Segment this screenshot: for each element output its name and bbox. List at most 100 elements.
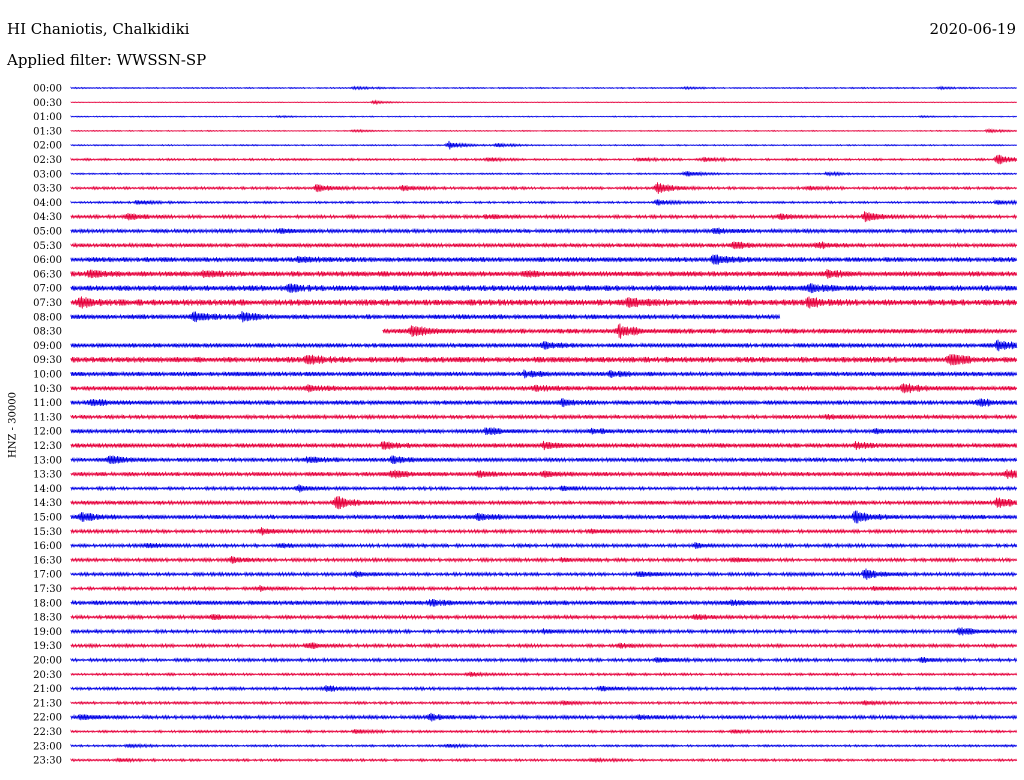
station-title: HI Chaniotis, Chalkidiki [7, 20, 190, 38]
tick-label: 02:00 [33, 141, 62, 152]
tick-label: 02:30 [33, 155, 62, 166]
tick-label: 22:00 [33, 713, 62, 724]
trace-line [70, 469, 1018, 479]
tick-label-group: 00:00 00:30 01:00 01:30 02:00 02:30 03:00 03:30… [33, 84, 62, 767]
trace-line [70, 140, 1018, 150]
trace-line [70, 170, 1018, 177]
trace-line [70, 627, 1018, 636]
trace-line [70, 455, 1018, 465]
filter-label: Applied filter: WWSSN-SP [7, 51, 207, 69]
tick-label: 13:00 [33, 455, 62, 466]
tick-label: 05:00 [33, 227, 62, 238]
tick-label: 20:00 [33, 656, 62, 667]
trace-line [70, 383, 1018, 394]
tick-label: 04:30 [33, 212, 62, 223]
tick-label: 10:30 [33, 384, 62, 395]
trace-line [70, 127, 1018, 134]
tick-label: 04:00 [33, 198, 62, 209]
tick-label: 08:00 [33, 312, 62, 323]
trace-line [70, 427, 1018, 436]
trace-line [70, 527, 1018, 536]
trace-line [382, 323, 1017, 339]
trace-line [70, 269, 1018, 279]
trace-line [70, 542, 1018, 550]
trace-line [70, 568, 1018, 580]
trace-line [70, 484, 1018, 493]
tick-label: 06:00 [33, 255, 62, 266]
trace-line [70, 685, 1018, 693]
tick-label: 19:00 [33, 627, 62, 638]
trace-line [70, 211, 1018, 223]
trace-line [70, 99, 1018, 106]
trace-line [70, 496, 1018, 510]
trace-line [70, 339, 1018, 352]
trace-line [70, 598, 1018, 607]
trace-line [70, 369, 1018, 379]
tick-label: 11:00 [33, 398, 62, 409]
trace-line [70, 85, 1018, 91]
tick-label: 14:30 [33, 498, 62, 509]
tick-label: 15:00 [33, 513, 62, 524]
trace-line [70, 241, 1018, 250]
date-label: 2020-06-19 [929, 20, 1016, 38]
trace-line [70, 656, 1018, 664]
tick-label: 00:30 [33, 98, 62, 109]
tick-label: 12:00 [33, 427, 62, 438]
tick-label: 17:30 [33, 584, 62, 595]
trace-line [70, 283, 1018, 294]
tick-label: 12:30 [33, 441, 62, 452]
tick-label: 23:30 [33, 756, 62, 767]
tick-label: 14:00 [33, 484, 62, 495]
tick-label: 00:00 [33, 84, 62, 95]
trace-line [70, 182, 1018, 194]
trace-line [70, 254, 1018, 265]
tick-label: 23:00 [33, 741, 62, 752]
trace-line [70, 757, 1018, 764]
trace-group [70, 85, 1018, 764]
tick-label: 07:30 [33, 298, 62, 309]
tick-label: 17:00 [33, 570, 62, 581]
tick-label: 19:30 [33, 641, 62, 652]
tick-label: 03:00 [33, 169, 62, 180]
trace-line [70, 699, 1018, 707]
tick-label: 18:30 [33, 613, 62, 624]
trace-line [70, 296, 1018, 309]
trace-line [70, 742, 1018, 749]
tick-label: 16:00 [33, 541, 62, 552]
tick-label: 15:30 [33, 527, 62, 538]
tick-label: 08:30 [33, 327, 62, 338]
tick-label: 21:00 [33, 684, 62, 695]
tick-label: 18:00 [33, 598, 62, 609]
tick-label: 01:00 [33, 112, 62, 123]
trace-line [70, 199, 1018, 206]
trace-line [70, 354, 1018, 366]
tick-label: 11:30 [33, 412, 62, 423]
trace-line [70, 154, 1018, 165]
tick-label: 21:30 [33, 698, 62, 709]
trace-line [70, 413, 1018, 421]
trace-line [70, 311, 781, 323]
trace-line [70, 712, 1018, 722]
tick-label: 13:30 [33, 470, 62, 481]
tick-label: 07:00 [33, 284, 62, 295]
tick-label: 03:30 [33, 184, 62, 195]
trace-line [70, 613, 1018, 621]
tick-label: 01:30 [33, 126, 62, 137]
tick-label: 09:00 [33, 341, 62, 352]
trace-line [70, 728, 1018, 735]
trace-line [70, 227, 1018, 235]
trace-line [70, 398, 1018, 408]
trace-line [70, 585, 1018, 592]
trace-line [70, 510, 1018, 524]
trace-line [70, 671, 1018, 678]
tick-label: 09:30 [33, 355, 62, 366]
tick-label: 22:30 [33, 727, 62, 738]
tick-label: 20:30 [33, 670, 62, 681]
tick-label: 06:30 [33, 269, 62, 280]
trace-line [70, 440, 1018, 451]
tick-label: 05:30 [33, 241, 62, 252]
trace-line [70, 556, 1018, 564]
trace-line [70, 114, 1018, 119]
trace-line [70, 642, 1018, 649]
